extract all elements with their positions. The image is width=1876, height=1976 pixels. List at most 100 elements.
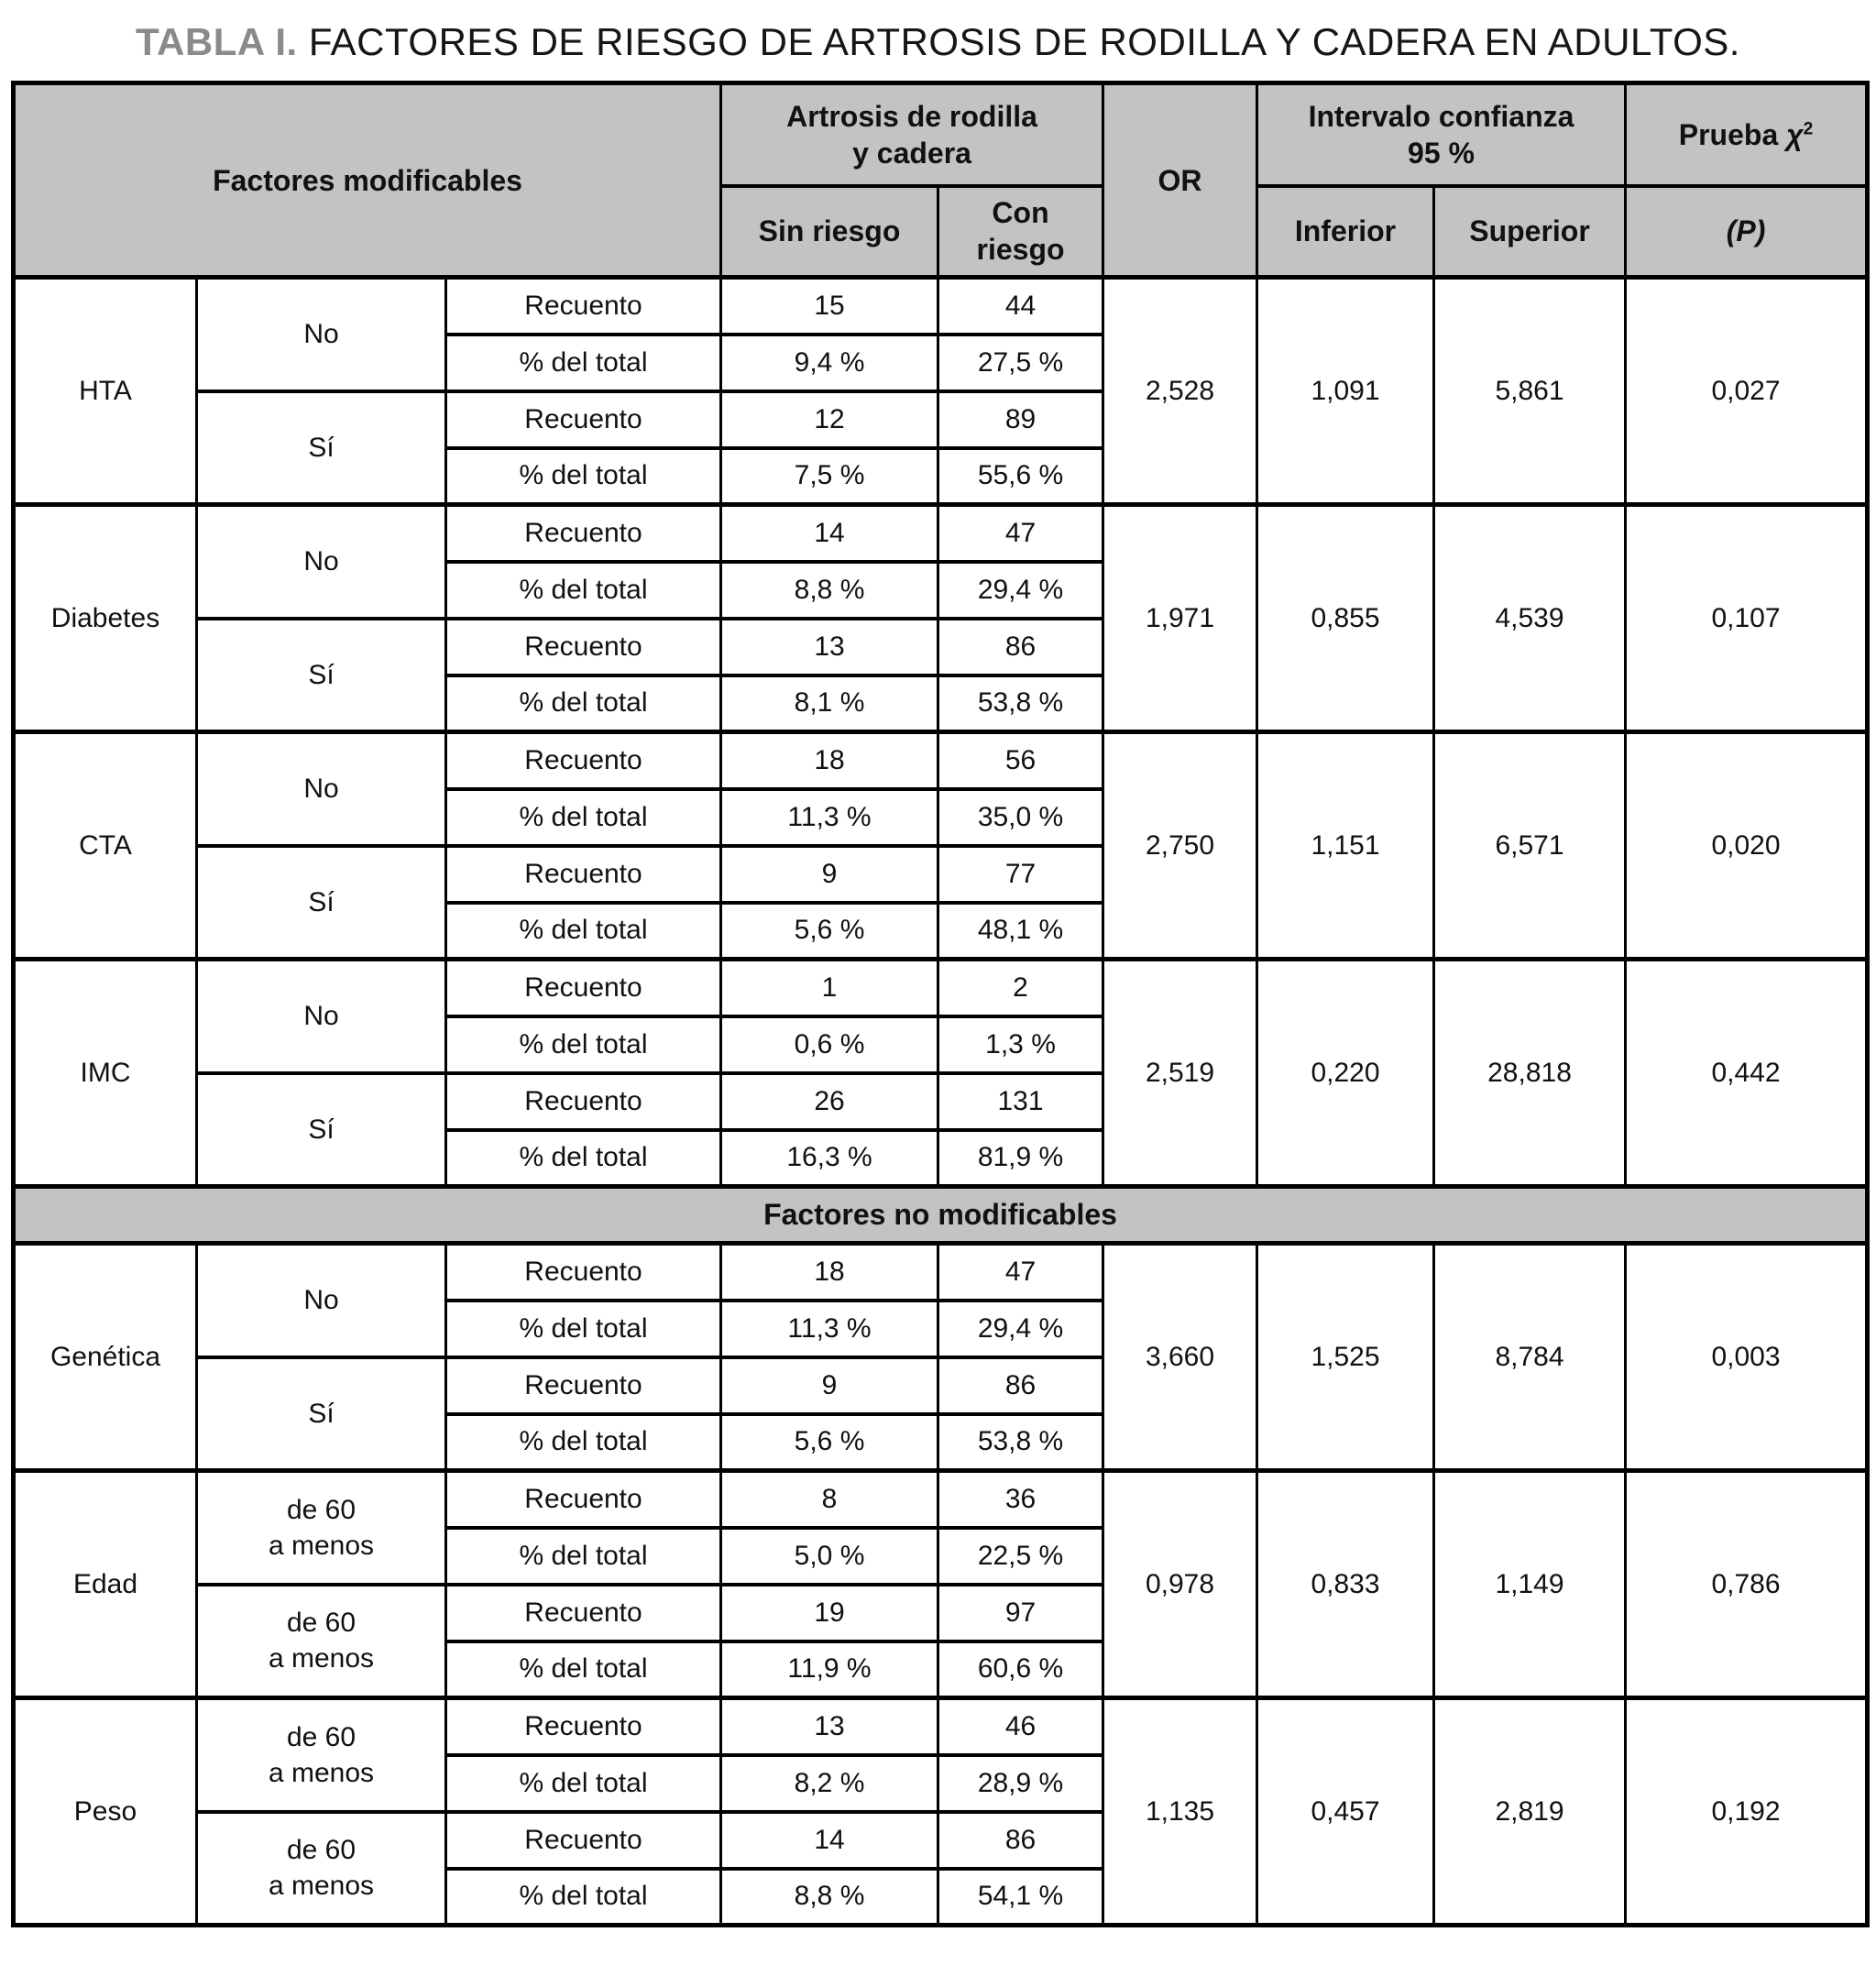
level-cell: No	[195, 502, 447, 620]
factor-name-cell: Genética	[12, 1241, 198, 1473]
ci-superior-value: 4,539	[1432, 502, 1628, 734]
factor-name-cell: Edad	[12, 1468, 198, 1700]
con-riesgo-value: 86	[937, 1809, 1105, 1871]
table-row: % del total 5,0 % 22,5 %	[14, 1525, 1868, 1586]
table-row: de 60 a menos Recuento 14 86	[14, 1809, 1868, 1927]
con-riesgo-value: 46	[937, 1696, 1105, 1757]
header-row-2: Sin riesgo Con riesgo Inferior Superior …	[14, 183, 1870, 280]
measure-cell: Recuento	[444, 957, 723, 1018]
header-sin-riesgo: Sin riesgo	[719, 183, 940, 280]
header-prueba-chi2: Prueba χ2	[1624, 81, 1870, 188]
p-value-cell: 0,786	[1624, 1468, 1870, 1700]
measure-cell: % del total	[444, 900, 723, 961]
sin-riesgo-value: 15	[719, 275, 940, 336]
ci-superior-value: 28,818	[1432, 957, 1628, 1189]
con-riesgo-value: 86	[937, 1355, 1105, 1416]
table-row: CTA No Recuento 18 56 2,750 1,151 6,571 …	[12, 730, 1870, 961]
con-riesgo-value: 131	[937, 1070, 1105, 1132]
sin-riesgo-value: 18	[719, 730, 940, 791]
factor-block-genetica: Genética No Recuento 18 47 3,660 1,525 8…	[12, 1241, 1870, 1473]
level-cell: Sí	[195, 1070, 447, 1189]
ci-superior-value: 1,149	[1432, 1468, 1628, 1700]
measure-cell: % del total	[444, 1127, 723, 1189]
factor-block-imc: IMC No Recuento 1 2 2,519 0,220 28,818 0…	[12, 957, 1870, 1189]
table-row: Diabetes No Recuento 14 47 1,971 0,855 4…	[12, 502, 1870, 734]
or-value: 0,978	[1102, 1468, 1259, 1700]
table-title-text: FACTORES DE RIESGO DE ARTROSIS DE RODILL…	[297, 20, 1740, 63]
measure-cell: Recuento	[444, 502, 723, 564]
con-riesgo-value: 89	[937, 389, 1105, 450]
header-or: OR	[1102, 81, 1259, 280]
measure-cell: Recuento	[444, 275, 723, 336]
con-riesgo-value: 48,1 %	[937, 900, 1105, 961]
ci-superior-value: 5,861	[1432, 275, 1628, 507]
level-cell: Sí	[195, 616, 447, 734]
ci-superior-value: 2,819	[1432, 1696, 1628, 1927]
sin-riesgo-value: 11,3 %	[719, 786, 940, 848]
table-row: % del total 5,6 % 53,8 %	[14, 1411, 1868, 1473]
sin-riesgo-value: 9,4 %	[719, 332, 940, 393]
section-divider: Factores no modificables	[11, 1184, 1870, 1246]
level-cell: No	[195, 730, 447, 848]
header-superior: Superior	[1432, 183, 1628, 280]
factor-name-cell: HTA	[12, 275, 198, 507]
chi-exponent: 2	[1803, 119, 1814, 139]
con-riesgo-value: 44	[937, 275, 1105, 336]
table-row: Sí Recuento 9 86	[14, 1355, 1868, 1473]
con-riesgo-value: 86	[937, 616, 1105, 677]
factor-block-edad: Edad de 60 a menos Recuento 8 36 0,978 0…	[12, 1468, 1870, 1700]
measure-cell: % del total	[444, 1525, 723, 1586]
sin-riesgo-value: 11,3 %	[719, 1298, 940, 1359]
measure-cell: % del total	[444, 1866, 723, 1927]
ci-inferior-value: 0,833	[1256, 1468, 1436, 1700]
con-riesgo-value: 36	[937, 1468, 1105, 1530]
risk-factors-table: Factores modificables Artrosis de rodill…	[11, 81, 1871, 1927]
or-value: 1,135	[1102, 1696, 1259, 1927]
measure-cell: Recuento	[444, 843, 723, 905]
table-number-label: TABLA I.	[136, 20, 298, 63]
ci-inferior-value: 1,151	[1256, 730, 1436, 961]
table-row: Sí Recuento 26 131	[14, 1070, 1868, 1189]
table-row: Edad de 60 a menos Recuento 8 36 0,978 0…	[12, 1468, 1870, 1700]
level-cell: No	[195, 275, 447, 393]
header-inferior: Inferior	[1256, 183, 1436, 280]
p-value-cell: 0,442	[1624, 957, 1870, 1189]
sin-riesgo-value: 19	[719, 1582, 940, 1643]
measure-cell: % del total	[444, 1752, 723, 1814]
or-value: 2,528	[1102, 275, 1259, 507]
measure-cell: % del total	[444, 1014, 723, 1075]
section-header-row: Factores no modificables	[11, 1184, 1870, 1246]
p-value-cell: 0,020	[1624, 730, 1870, 961]
level-cell: de 60 a menos	[195, 1809, 447, 1927]
con-riesgo-value: 29,4 %	[937, 1298, 1105, 1359]
ci-inferior-value: 0,457	[1256, 1696, 1436, 1927]
sin-riesgo-value: 13	[719, 616, 940, 677]
table-row: Sí Recuento 12 89	[14, 389, 1868, 507]
con-riesgo-value: 47	[937, 502, 1105, 564]
sin-riesgo-value: 8,2 %	[719, 1752, 940, 1814]
level-cell: No	[195, 957, 447, 1075]
ci-inferior-value: 1,091	[1256, 275, 1436, 507]
header-intervalo-confianza: Intervalo confianza 95 %	[1256, 81, 1628, 188]
table-header: Factores modificables Artrosis de rodill…	[11, 81, 1870, 280]
level-cell: Sí	[195, 1355, 447, 1473]
or-value: 3,660	[1102, 1241, 1259, 1473]
sin-riesgo-value: 5,6 %	[719, 1411, 940, 1473]
sin-riesgo-value: 11,9 %	[719, 1639, 940, 1700]
con-riesgo-value: 22,5 %	[937, 1525, 1105, 1586]
factor-name-cell: Diabetes	[12, 502, 198, 734]
table-row: % del total 8,2 % 28,9 %	[14, 1752, 1868, 1814]
con-riesgo-value: 60,6 %	[937, 1639, 1105, 1700]
ci-inferior-value: 1,525	[1256, 1241, 1436, 1473]
sin-riesgo-value: 8	[719, 1468, 940, 1530]
table-row: Sí Recuento 9 77	[14, 843, 1868, 961]
sin-riesgo-value: 16,3 %	[719, 1127, 940, 1189]
sin-riesgo-value: 13	[719, 1696, 940, 1757]
ci-superior-value: 6,571	[1432, 730, 1628, 961]
level-cell: Sí	[195, 389, 447, 507]
p-value-cell: 0,192	[1624, 1696, 1870, 1927]
sin-riesgo-value: 14	[719, 1809, 940, 1871]
table-row: % del total 9,4 % 27,5 %	[14, 332, 1868, 393]
factor-name-cell: CTA	[12, 730, 198, 961]
